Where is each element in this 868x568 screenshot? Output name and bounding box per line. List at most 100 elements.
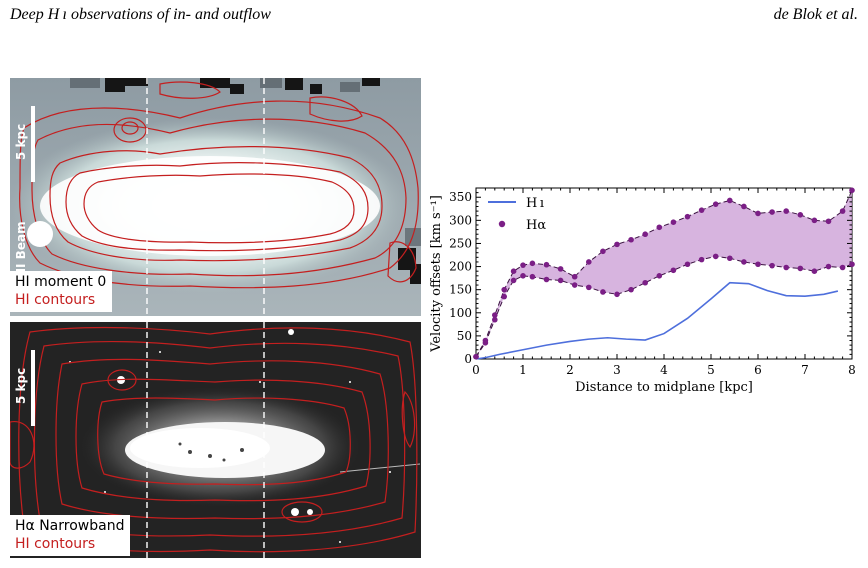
y-tick-label: 50 (457, 329, 472, 343)
halpha-point-lower (825, 263, 832, 270)
halpha-point-upper (670, 219, 677, 225)
halpha-point-lower (797, 265, 804, 272)
halpha-point-upper (600, 248, 606, 255)
y-tick-label: 100 (449, 306, 472, 320)
halpha-point-upper (492, 312, 498, 318)
halpha-band (475, 190, 853, 357)
y-tick-label: 0 (464, 352, 472, 366)
legend-contours-label: HI contours (15, 536, 96, 552)
y-tick-label: 250 (449, 236, 472, 250)
noise-patches (105, 78, 421, 284)
bottom-panel-legend: Hα Narrowband HI contours (10, 515, 131, 556)
halpha-point-upper (839, 208, 846, 214)
halpha-point-lower (600, 289, 606, 295)
halpha-point-lower (839, 264, 846, 271)
halpha-point-lower (586, 284, 592, 291)
halpha-point-lower (684, 261, 691, 268)
velocity-offset-chart: 0 1 2 3 4 5 6 7 8 0 50 100 150 200 250 300 350 Distance … (429, 187, 856, 395)
halpha-point-upper (501, 286, 507, 293)
y-tick-label: 150 (449, 283, 472, 297)
halpha-point-lower (741, 259, 747, 265)
legend-halpha-label: Hα Narrowband (15, 518, 125, 534)
legend-hi-label: H ı (526, 196, 544, 211)
x-tick-label: 6 (754, 363, 762, 377)
halpha-point-lower (482, 340, 489, 346)
halpha-point-upper (727, 197, 733, 204)
hi-beam-marker (27, 221, 53, 247)
halpha-point-upper (529, 260, 536, 267)
axis-ticks: 0 1 2 3 4 5 6 7 8 0 50 100 150 200 250 300 350 (449, 188, 856, 377)
halpha-point-upper (741, 203, 747, 210)
halpha-point-lower (614, 291, 620, 298)
halpha-point-upper (571, 273, 578, 280)
halpha-point-lower (510, 277, 517, 284)
halpha-panel: 5 kpc Hα Narrowband HI contours (10, 322, 421, 558)
halpha-point-upper (656, 224, 663, 231)
y-tick-label: 350 (449, 190, 472, 204)
hi-line (475, 281, 839, 360)
halpha-point-upper (769, 209, 775, 215)
halpha-point-upper (849, 187, 855, 194)
halpha-point-upper (811, 217, 818, 224)
series-layer (473, 187, 855, 360)
x-tick-label: 5 (707, 363, 715, 377)
x-tick-label: 4 (660, 363, 668, 377)
halpha-point-lower (769, 262, 775, 269)
x-tick-label: 0 (472, 363, 480, 377)
x-tick-label: 7 (801, 363, 809, 377)
halpha-point-lower (492, 316, 498, 323)
halpha-point-lower (712, 253, 719, 260)
y-tick-label: 300 (449, 213, 472, 227)
halpha-point-lower (698, 256, 705, 263)
halpha-point-upper (520, 262, 526, 268)
halpha-point-lower (755, 261, 761, 268)
halpha-point-upper (586, 259, 592, 265)
x-tick-label: 1 (519, 363, 527, 377)
halpha-point-lower (656, 273, 663, 279)
top-panel-legend: HI moment 0 HI contours (10, 271, 113, 312)
halpha-point-upper (797, 212, 804, 218)
running-header-authors: de Blok et al. (773, 6, 858, 23)
beam-label: HI Beam (14, 221, 28, 278)
halpha-point-upper (543, 261, 550, 268)
x-tick-label: 8 (848, 363, 856, 377)
halpha-point-lower (811, 268, 818, 274)
x-tick-label: 2 (566, 363, 574, 377)
halpha-point-lower (670, 267, 677, 274)
halpha-point-upper (783, 208, 789, 214)
legend-halpha-label: Hα (526, 218, 546, 233)
scale-bar (31, 106, 35, 182)
scale-bar (31, 350, 35, 426)
halpha-point-lower (543, 276, 550, 283)
halpha-point-upper (557, 266, 564, 272)
halpha-point-lower (557, 277, 564, 284)
running-header-title: Deep H ı observations of in- and outflow (10, 6, 271, 23)
legend-contours-label: HI contours (15, 292, 96, 308)
halpha-point-lower (473, 353, 479, 360)
stars (49, 329, 391, 543)
halpha-point-lower (529, 273, 536, 280)
y-tick-label: 200 (449, 260, 472, 274)
halpha-point-upper (628, 236, 634, 243)
halpha-point-lower (849, 261, 855, 268)
y-axis-label: Velocity offsets [km s⁻¹] (429, 195, 444, 353)
halpha-point-lower (571, 282, 578, 288)
halpha-point-lower (501, 293, 507, 300)
halpha-point-upper (825, 218, 832, 225)
hi-moment0-panel: 5 kpc HI Beam HI moment 0 HI contours (10, 78, 421, 316)
halpha-point-upper (698, 207, 705, 213)
halpha-point-upper (712, 201, 719, 207)
halpha-point-lower (727, 255, 733, 262)
halpha-point-upper (614, 241, 620, 248)
halpha-point-lower (520, 273, 526, 279)
hi-contours (19, 81, 419, 289)
halpha-point-lower (628, 286, 634, 293)
halpha-point-upper (510, 268, 517, 274)
x-tick-label: 3 (613, 363, 621, 377)
halpha-point-upper (755, 210, 761, 217)
halpha-point-lower (783, 264, 789, 271)
scale-bar-label: 5 kpc (14, 367, 28, 404)
chart-legend: H ı Hα (488, 196, 546, 233)
halpha-point-lower (642, 279, 648, 286)
legend-moment0-label: HI moment 0 (15, 274, 107, 290)
